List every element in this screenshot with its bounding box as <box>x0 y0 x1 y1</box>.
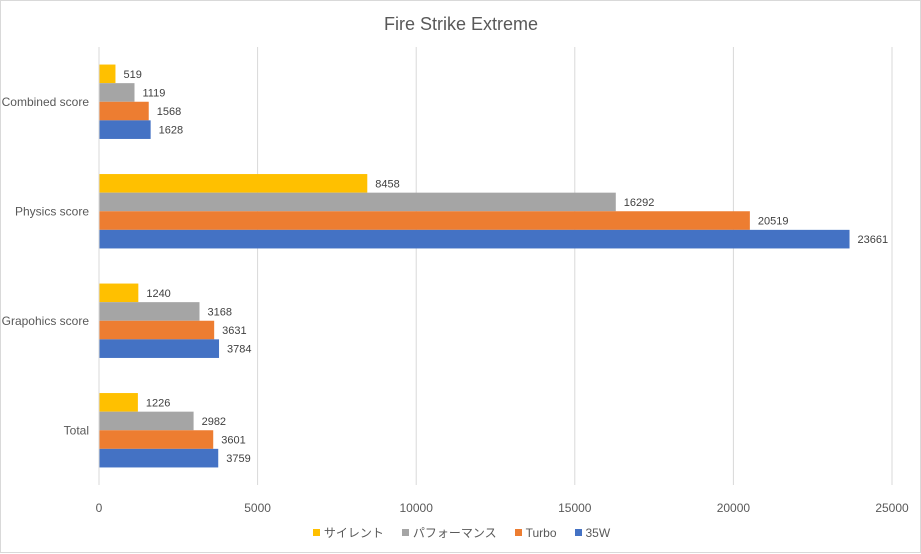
bar <box>99 320 215 340</box>
bar <box>99 411 194 431</box>
category-label: Combined score <box>2 95 90 109</box>
chart-title: Fire Strike Extreme <box>384 14 538 34</box>
legend-swatch <box>312 529 320 536</box>
data-label: 16292 <box>624 197 655 209</box>
bar <box>99 430 214 449</box>
data-label: 3168 <box>207 306 231 318</box>
legend-swatch <box>514 529 522 536</box>
bar <box>99 229 850 249</box>
legend-label: サイレント <box>323 526 384 540</box>
legend-item: サイレント <box>312 524 384 541</box>
x-tick-label: 25000 <box>875 501 909 515</box>
bar <box>99 448 219 468</box>
legend-label: 35W <box>585 525 611 540</box>
data-label: 3784 <box>227 344 251 356</box>
data-label: 3601 <box>221 435 245 447</box>
bar <box>99 101 149 121</box>
data-label: 20519 <box>758 216 789 228</box>
bar <box>99 192 616 212</box>
data-label: 2982 <box>202 416 226 428</box>
data-label: 3759 <box>226 453 250 465</box>
data-label: 1119 <box>142 87 165 99</box>
data-label: 1240 <box>146 288 170 300</box>
legend-item: 35W <box>574 524 611 541</box>
bar <box>99 64 116 84</box>
bar <box>99 120 151 139</box>
bar <box>99 302 200 321</box>
x-tick-label: 0 <box>96 501 103 515</box>
legend-label: パフォーマンス <box>412 526 497 540</box>
bar <box>99 83 135 102</box>
data-label: 1628 <box>159 125 183 137</box>
data-label: 1226 <box>146 397 170 409</box>
legend-swatch <box>401 529 409 536</box>
axes: 0 5000 10000 15000 20000 25000 Combined score P… <box>2 47 909 515</box>
bar <box>99 393 138 412</box>
category-label: Physics score <box>15 204 89 218</box>
legend: サイレント パフォーマンス Turbo 35W <box>1 524 921 541</box>
bar <box>99 339 220 358</box>
data-label: 519 <box>123 69 141 81</box>
bar <box>99 174 368 193</box>
data-label: 23661 <box>858 234 889 246</box>
data-label: 8458 <box>375 178 399 190</box>
legend-label: Turbo <box>525 525 557 540</box>
bars <box>99 64 850 468</box>
legend-item: パフォーマンス <box>401 524 497 541</box>
x-tick-label: 5000 <box>244 501 271 515</box>
category-label: Total <box>64 423 89 437</box>
bar <box>99 283 139 303</box>
x-tick-label: 20000 <box>717 501 751 515</box>
data-label: 1568 <box>157 106 181 118</box>
legend-swatch <box>574 529 582 536</box>
x-tick-label: 10000 <box>400 501 434 515</box>
category-label: Grapohics score <box>2 314 90 328</box>
legend-item: Turbo <box>514 524 557 541</box>
x-tick-label: 15000 <box>558 501 592 515</box>
bar <box>99 211 750 230</box>
data-label: 3631 <box>222 325 246 337</box>
